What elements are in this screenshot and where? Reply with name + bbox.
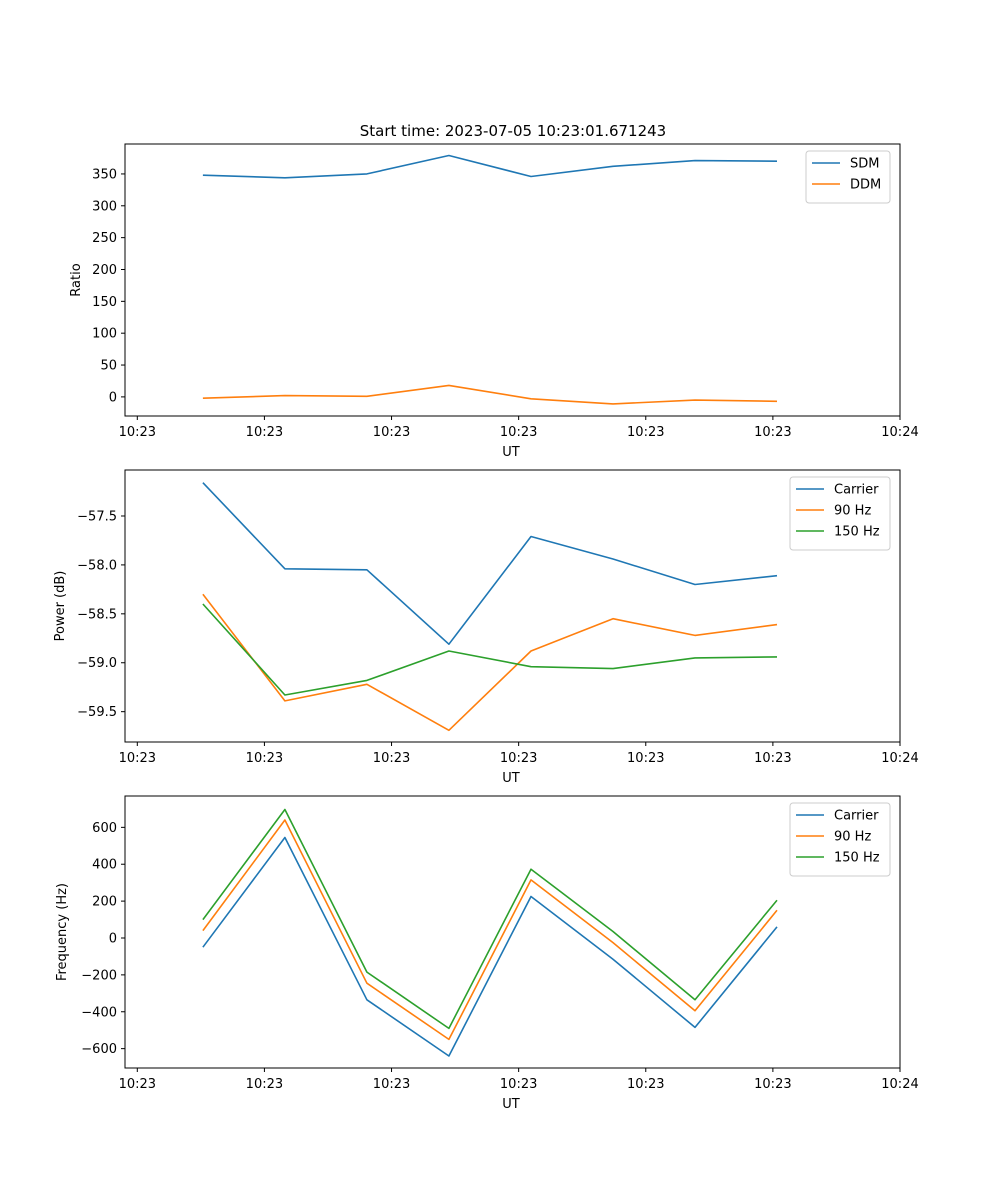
frequency-y-tick-label: −200 [81, 968, 117, 983]
frequency-y-axis-label: Frequency (Hz) [55, 883, 70, 981]
ratio-y-tick-label: 350 [92, 167, 117, 182]
ratio-y-tick-label: 0 [109, 390, 117, 405]
power-x-tick-label: 10:23 [373, 751, 410, 766]
frequency-series-90-hz-line [202, 819, 778, 1041]
ratio-legend-box [805, 150, 891, 204]
frequency-y-tick-label: 400 [92, 858, 117, 873]
power-x-tick-label: 10:23 [754, 751, 791, 766]
frequency-plot-frame [124, 795, 901, 1069]
ratio-x-tick-label: 10:23 [246, 425, 283, 440]
power-plot-frame [124, 469, 901, 743]
power-x-tick-label: 10:23 [500, 751, 537, 766]
frequency-legend-label-carrier: Carrier [834, 809, 879, 824]
power-x-tick-label: 10:23 [246, 751, 283, 766]
power-x-tick-label: 10:23 [627, 751, 664, 766]
frequency-x-axis-label: UT [502, 1097, 520, 1112]
frequency-y-tick-label: 600 [92, 821, 117, 836]
frequency-x-tick-label: 10:23 [373, 1077, 410, 1092]
ratio-x-tick-label: 10:24 [881, 425, 918, 440]
ratio-legend-label-sdm: SDM [850, 157, 879, 172]
frequency-panel-marks: 10:23 10:23 10:23 10:23 10:23 10:23 10:24 −600 −… [81, 808, 919, 1092]
ratio-series-sdm-line [202, 154, 778, 179]
power-y-axis-label: Power (dB) [53, 571, 68, 642]
power-x-tick-label: 10:23 [119, 751, 156, 766]
power-series-90-hz-line [202, 593, 778, 732]
frequency-series-carrier-line [202, 836, 778, 1057]
ratio-y-tick-label: 150 [92, 295, 117, 310]
power-y-tick-label: −58.5 [77, 607, 117, 622]
power-y-tick-label: −59.0 [77, 656, 117, 671]
frequency-panel: 10:23 10:23 10:23 10:23 10:23 10:23 10:24 −600 −… [55, 795, 919, 1112]
ratio-y-tick-label: 50 [100, 359, 117, 374]
power-y-tick-label: −57.5 [77, 509, 117, 524]
ratio-x-tick-label: 10:23 [119, 425, 156, 440]
power-legend: Carrier 90 Hz 150 Hz [789, 476, 891, 551]
frequency-x-tick-label: 10:23 [246, 1077, 283, 1092]
ratio-y-tick-label: 300 [92, 199, 117, 214]
ratio-y-axis-label: Ratio [69, 263, 84, 296]
frequency-legend-label-90-hz: 90 Hz [834, 830, 871, 845]
power-legend-label-150-hz: 150 Hz [834, 525, 880, 540]
power-series-carrier-line [202, 482, 778, 646]
ratio-legend-label-ddm: DDM [850, 178, 881, 193]
frequency-x-tick-label: 10:23 [754, 1077, 791, 1092]
power-x-axis-label: UT [502, 771, 520, 786]
frequency-legend: Carrier 90 Hz 150 Hz [789, 802, 891, 877]
power-y-tick-label: −58.0 [77, 558, 117, 573]
ratio-x-tick-label: 10:23 [373, 425, 410, 440]
frequency-y-tick-label: −400 [81, 1005, 117, 1020]
ratio-legend: SDM DDM [805, 150, 891, 204]
frequency-y-tick-label: −600 [81, 1042, 117, 1057]
power-legend-label-carrier: Carrier [834, 483, 879, 498]
ratio-x-tick-label: 10:23 [500, 425, 537, 440]
ratio-y-tick-label: 200 [92, 263, 117, 278]
ratio-y-tick-label: 250 [92, 231, 117, 246]
figure-title: Start time: 2023-07-05 10:23:01.671243 [360, 122, 666, 140]
frequency-x-tick-label: 10:24 [881, 1077, 918, 1092]
power-panel-marks: 10:23 10:23 10:23 10:23 10:23 10:23 10:24 −59.5… [77, 482, 919, 766]
power-x-tick-label: 10:24 [881, 751, 918, 766]
ratio-x-tick-label: 10:23 [754, 425, 791, 440]
frequency-series-150-hz-line [202, 808, 778, 1030]
frequency-x-tick-label: 10:23 [119, 1077, 156, 1092]
frequency-x-tick-label: 10:23 [500, 1077, 537, 1092]
ratio-plot-frame [124, 143, 901, 417]
power-panel: 10:23 10:23 10:23 10:23 10:23 10:23 10:24 −59.5… [53, 469, 919, 786]
ratio-x-tick-label: 10:23 [627, 425, 664, 440]
ratio-panel: 10:23 10:23 10:23 10:23 10:23 10:23 10:24 0 50 10… [69, 143, 919, 460]
ratio-x-axis-label: UT [502, 445, 520, 460]
power-y-tick-label: −59.5 [77, 705, 117, 720]
ratio-series-ddm-line [202, 384, 778, 405]
frequency-legend-label-150-hz: 150 Hz [834, 851, 880, 866]
frequency-y-tick-label: 200 [92, 895, 117, 910]
frequency-x-tick-label: 10:23 [627, 1077, 664, 1092]
ratio-panel-marks: 10:23 10:23 10:23 10:23 10:23 10:23 10:24 0 50 10… [92, 154, 919, 440]
frequency-y-tick-label: 0 [109, 931, 117, 946]
ratio-y-tick-label: 100 [92, 327, 117, 342]
power-series-150-hz-line [202, 603, 778, 696]
power-legend-label-90-hz: 90 Hz [834, 504, 871, 519]
